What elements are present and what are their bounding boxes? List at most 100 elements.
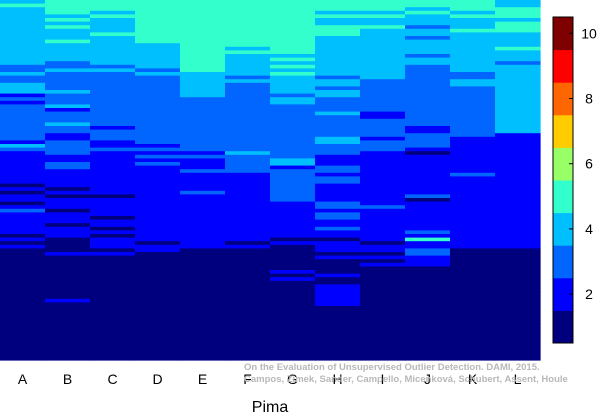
heatmap-cell: [315, 111, 361, 116]
heatmap-cell: [180, 61, 226, 66]
heatmap-cell: [90, 165, 136, 170]
heatmap-cell: [270, 126, 316, 131]
heatmap-cell: [360, 338, 406, 343]
heatmap-cell: [180, 338, 226, 343]
heatmap-cell: [135, 241, 181, 246]
heatmap-cell: [315, 180, 361, 185]
heatmap-cell: [180, 313, 226, 318]
heatmap-cell: [450, 154, 496, 159]
heatmap-cell: [45, 0, 91, 5]
heatmap-cell: [405, 234, 451, 239]
heatmap-cell: [495, 54, 541, 59]
heatmap-cell: [315, 122, 361, 127]
heatmap-cell: [315, 136, 361, 141]
heatmap-cell: [0, 172, 46, 177]
heatmap-cell: [0, 43, 46, 48]
heatmap-cell: [135, 280, 181, 285]
heatmap-cell: [180, 234, 226, 239]
heatmap-cell: [360, 183, 406, 188]
heatmap-cell: [90, 140, 136, 145]
heatmap-cell: [270, 316, 316, 321]
heatmap-cell: [450, 126, 496, 131]
watermark: On the Evaluation of Unsupervised Outlie…: [244, 362, 568, 385]
heatmap-cell: [90, 241, 136, 246]
heatmap-cell: [495, 32, 541, 37]
heatmap-cell: [495, 291, 541, 296]
heatmap-cell: [405, 18, 451, 23]
heatmap-cell: [0, 219, 46, 224]
heatmap-cell: [180, 345, 226, 350]
heatmap-cell: [45, 298, 91, 303]
heatmap-cell: [270, 61, 316, 66]
heatmap-cell: [405, 75, 451, 80]
heatmap-cell: [45, 176, 91, 181]
heatmap-cell: [0, 338, 46, 343]
heatmap-cell: [450, 219, 496, 224]
heatmap-cell: [360, 320, 406, 325]
heatmap-cell: [225, 57, 271, 62]
heatmap-cell: [0, 198, 46, 203]
heatmap-cell: [90, 223, 136, 228]
heatmap-cell: [90, 75, 136, 80]
heatmap-cell: [0, 144, 46, 149]
heatmap-cell: [0, 349, 46, 354]
heatmap-cell: [270, 46, 316, 51]
heatmap-cell: [270, 64, 316, 69]
heatmap-cell: [315, 259, 361, 264]
heatmap-cell: [495, 180, 541, 185]
heatmap-cell: [270, 75, 316, 80]
heatmap-cell: [360, 208, 406, 213]
heatmap-cell: [225, 165, 271, 170]
heatmap-cell: [45, 291, 91, 296]
heatmap-cell: [135, 302, 181, 307]
heatmap-cell: [270, 82, 316, 87]
heatmap-cell: [495, 334, 541, 339]
heatmap-cell: [45, 262, 91, 267]
heatmap-cell: [270, 25, 316, 30]
heatmap-cell: [225, 302, 271, 307]
heatmap-cell: [135, 111, 181, 116]
heatmap-cell: [450, 223, 496, 228]
heatmap-cell: [0, 234, 46, 239]
heatmap-cell: [135, 14, 181, 19]
heatmap-cell: [360, 64, 406, 69]
heatmap-cell: [135, 144, 181, 149]
heatmap-cell: [450, 111, 496, 116]
heatmap-cell: [405, 295, 451, 300]
heatmap-cell: [45, 14, 91, 19]
heatmap-cell: [495, 136, 541, 141]
heatmap-cell: [0, 331, 46, 336]
heatmap-cell: [90, 14, 136, 19]
heatmap-cell: [495, 298, 541, 303]
heatmap-cell: [450, 133, 496, 138]
heatmap-cell: [270, 201, 316, 206]
heatmap-cell: [225, 273, 271, 278]
heatmap-cell: [45, 313, 91, 318]
heatmap-cell: [135, 72, 181, 77]
heatmap-cell: [405, 259, 451, 264]
heatmap-cell: [225, 133, 271, 138]
heatmap-cell: [495, 295, 541, 300]
heatmap-cell: [315, 208, 361, 213]
heatmap-cell: [270, 14, 316, 19]
heatmap-cell: [405, 93, 451, 98]
heatmap-cell: [180, 266, 226, 271]
heatmap-cell: [315, 219, 361, 224]
heatmap-cell: [270, 324, 316, 329]
heatmap-cell: [405, 104, 451, 109]
heatmap-cell: [360, 266, 406, 271]
heatmap-cell: [450, 21, 496, 26]
heatmap-cell: [180, 198, 226, 203]
heatmap-cell: [180, 68, 226, 73]
heatmap-cell: [180, 172, 226, 177]
heatmap-cell: [90, 324, 136, 329]
heatmap-cell: [180, 158, 226, 163]
heatmap-cell: [135, 320, 181, 325]
heatmap-cell: [135, 356, 181, 361]
heatmap-cell: [495, 234, 541, 239]
heatmap-cell: [360, 352, 406, 357]
heatmap-cell: [450, 320, 496, 325]
heatmap-cell: [90, 259, 136, 264]
heatmap-cell: [135, 93, 181, 98]
heatmap-cell: [405, 10, 451, 15]
